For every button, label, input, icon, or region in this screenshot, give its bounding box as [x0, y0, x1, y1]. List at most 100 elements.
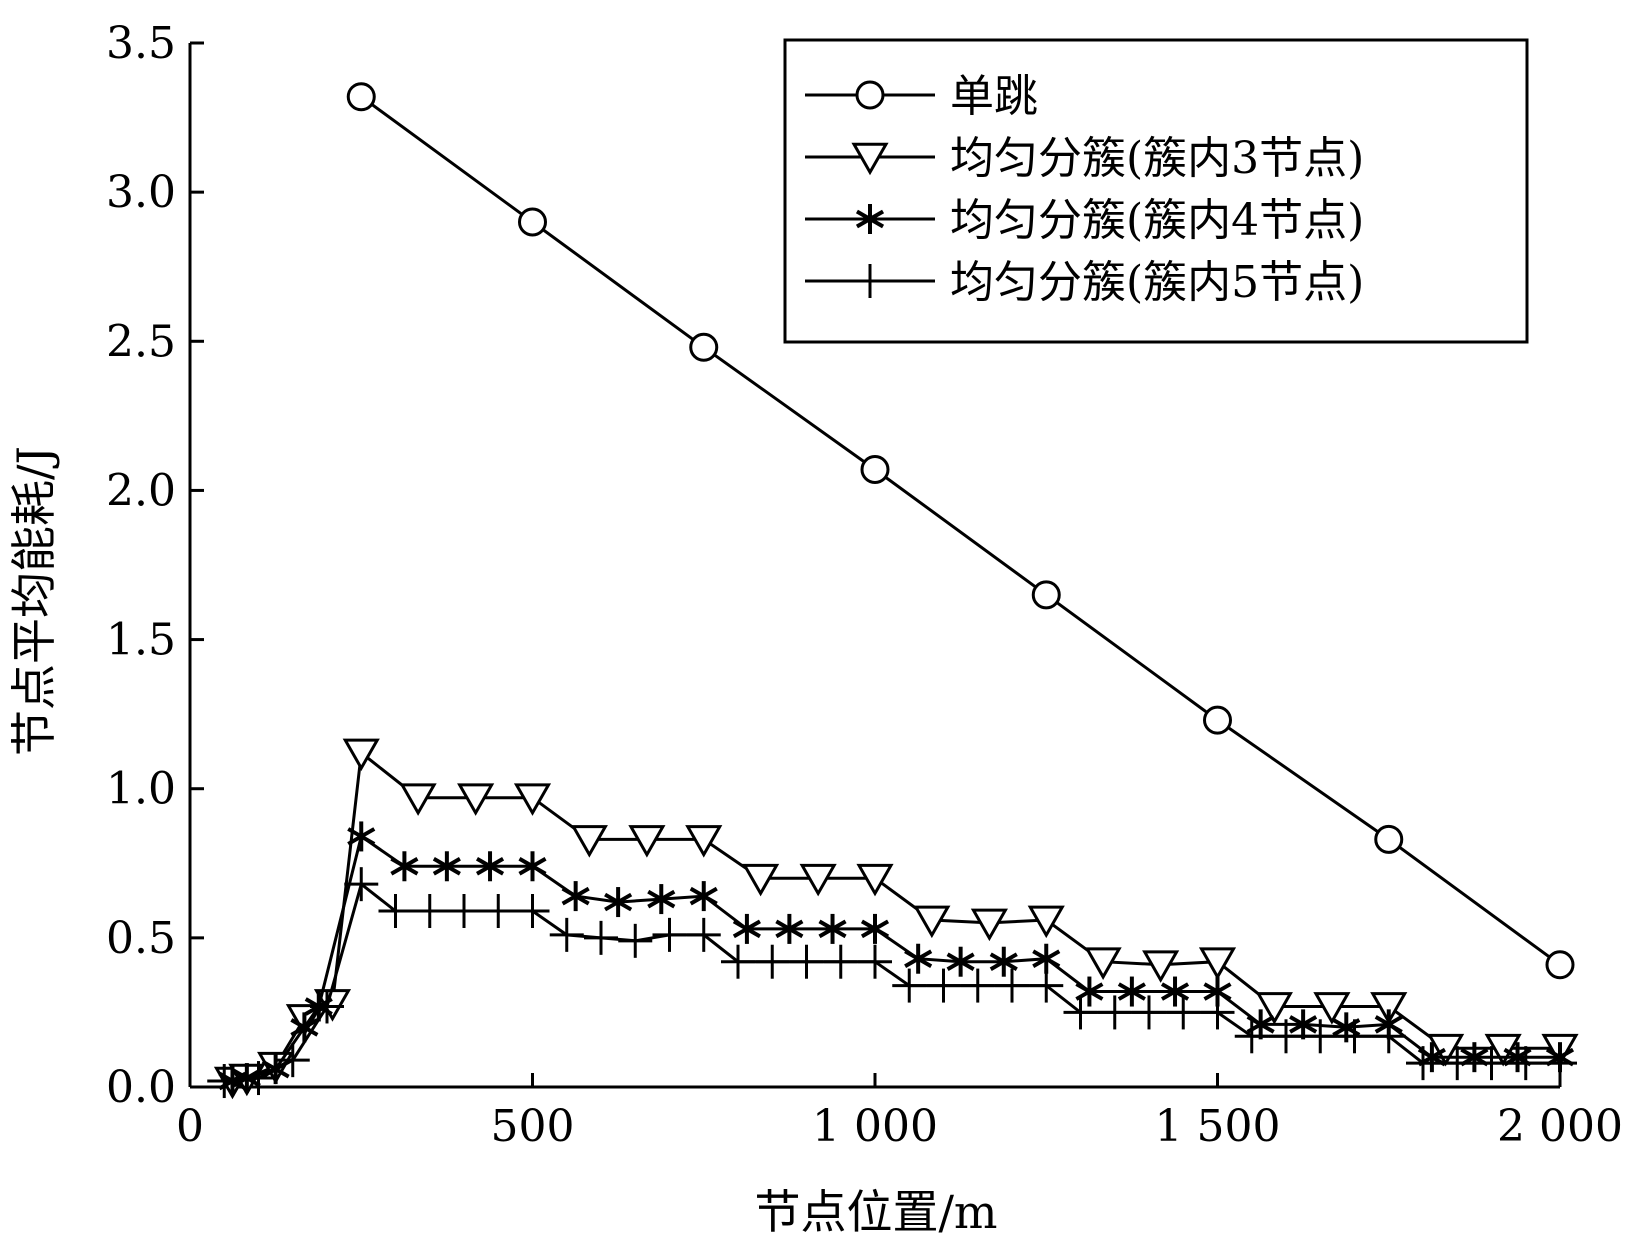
- plus-marker: [686, 917, 721, 952]
- plus-marker: [241, 1061, 276, 1096]
- asterisk-marker: [732, 913, 761, 944]
- y-tick-label: 2.0: [106, 465, 176, 516]
- y-tick-label: 0.5: [106, 913, 176, 964]
- y-tick-label: 0.0: [106, 1062, 176, 1113]
- circle-marker: [1203, 705, 1232, 735]
- plus-marker: [549, 917, 584, 952]
- asterisk-marker: [432, 851, 461, 882]
- series-lines: [207, 82, 1579, 1100]
- asterisk-marker: [390, 851, 419, 882]
- circle-marker: [855, 80, 885, 110]
- asterisk-marker: [855, 204, 885, 234]
- plus-marker: [1234, 1019, 1269, 1054]
- asterisk-marker: [689, 881, 718, 912]
- y-axis-title: 节点平均能耗/J: [7, 446, 61, 756]
- circle-marker: [1545, 950, 1575, 980]
- triangle-marker: [1313, 992, 1351, 1025]
- plus-marker: [823, 944, 858, 979]
- legend-entry: 单跳: [805, 71, 1038, 122]
- circle-marker: [346, 82, 376, 112]
- plus-marker: [1269, 1019, 1303, 1054]
- series-2: [213, 738, 1579, 1100]
- asterisk-marker: [1117, 976, 1146, 1007]
- plus-marker: [1371, 1019, 1406, 1054]
- y-tick-label: 1.5: [106, 615, 176, 666]
- legend-label: 均匀分簇(簇内5节点): [950, 257, 1364, 308]
- plus-marker: [481, 894, 516, 929]
- triangle-marker: [1427, 1033, 1465, 1067]
- plus-marker: [1303, 1019, 1338, 1054]
- series-line: [224, 881, 1560, 1083]
- plus-marker: [652, 917, 687, 952]
- plus-marker: [755, 944, 790, 979]
- asterisk-marker: [775, 913, 804, 944]
- triangle-marker: [570, 825, 608, 858]
- plus-marker: [1508, 1046, 1543, 1081]
- plus-marker: [207, 1064, 242, 1099]
- series-line: [232, 833, 1560, 1083]
- plus-marker: [1406, 1046, 1440, 1081]
- plus-marker: [789, 944, 824, 979]
- triangle-marker: [685, 825, 723, 858]
- plus-marker: [1063, 995, 1098, 1030]
- triangle-marker: [742, 863, 780, 897]
- x-tick-label: 500: [491, 1101, 575, 1152]
- triangle-marker: [1027, 905, 1065, 939]
- plus-marker: [275, 1043, 310, 1078]
- y-tick-label: 3.0: [106, 167, 176, 218]
- series-line: [360, 95, 1561, 966]
- plus-marker: [344, 867, 379, 902]
- tick-marks: [188, 41, 1562, 1089]
- legend-label: 均匀分簇(簇内4节点): [950, 195, 1364, 246]
- asterisk-marker: [518, 851, 547, 882]
- plus-marker: [1543, 1046, 1577, 1081]
- legend-entry: 均匀分簇(簇内4节点): [805, 195, 1364, 246]
- plus-marker: [853, 264, 887, 298]
- legend-box: [783, 38, 1529, 344]
- circle-marker: [860, 455, 890, 485]
- x-tick-label: 1 500: [1155, 1101, 1281, 1152]
- plus-marker: [960, 968, 995, 1003]
- triangle-marker: [970, 908, 1008, 942]
- triangle-marker: [513, 783, 552, 816]
- asterisk-marker: [475, 851, 505, 882]
- legend-label: 均匀分簇(簇内3节点): [950, 133, 1364, 184]
- circle-marker: [689, 332, 719, 362]
- x-axis-title: 节点位置/m: [754, 1185, 997, 1239]
- asterisk-marker: [561, 881, 590, 912]
- triangle-marker: [342, 738, 380, 772]
- circle-marker: [1374, 824, 1404, 854]
- triangle-marker: [799, 863, 837, 897]
- plus-marker: [1474, 1046, 1509, 1081]
- triangle-marker: [1198, 947, 1237, 980]
- plus-marker: [858, 944, 892, 979]
- triangle-marker: [856, 863, 894, 897]
- circle-marker: [1031, 580, 1061, 610]
- plus-marker: [378, 894, 413, 929]
- x-tick-label: 2 000: [1497, 1101, 1623, 1152]
- series-1: [346, 82, 1575, 980]
- triangle-marker: [1142, 950, 1180, 983]
- circle-marker: [518, 207, 547, 237]
- plus-marker: [412, 894, 447, 929]
- y-tick-label: 1.0: [106, 764, 176, 815]
- series-line: [232, 750, 1560, 1083]
- plus-marker: [310, 989, 344, 1024]
- plus-marker: [1337, 1019, 1372, 1054]
- legend-label: 单跳: [950, 71, 1038, 122]
- triangle-marker: [1255, 992, 1293, 1025]
- plus-marker: [1132, 995, 1166, 1030]
- y-tick-label: 3.5: [106, 18, 176, 69]
- plus-marker: [1440, 1046, 1475, 1081]
- asterisk-marker: [290, 1012, 319, 1043]
- y-tick-label: 2.5: [106, 316, 176, 367]
- plus-marker: [584, 920, 618, 955]
- series-3: [218, 821, 1575, 1097]
- triangle-marker: [1484, 1033, 1522, 1067]
- asterisk-marker: [604, 887, 633, 918]
- triangle-marker: [913, 905, 951, 939]
- asterisk-marker: [904, 943, 933, 974]
- triangle-marker: [1370, 992, 1408, 1025]
